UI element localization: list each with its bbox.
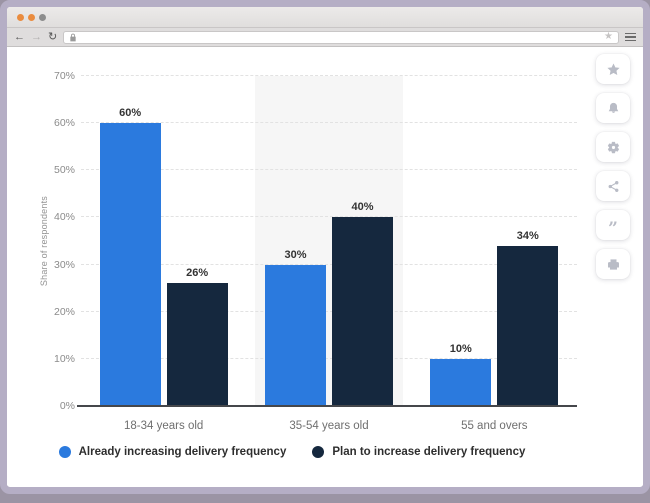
lock-icon — [69, 33, 77, 42]
category-group-3: 10% 34% 55 and overs — [412, 76, 577, 432]
category-group-1: 60% 26% 18-34 years old — [81, 76, 246, 432]
back-button[interactable]: ← — [14, 30, 25, 43]
bar-value-label: 60% — [119, 107, 142, 120]
gridline-30 — [81, 263, 577, 265]
legend-swatch — [312, 446, 325, 458]
action-sidebar: ” — [596, 54, 630, 279]
cite-button[interactable]: ” — [596, 210, 630, 240]
legend-item-2[interactable]: Plan to increase delivery frequency — [312, 446, 525, 458]
x-category-label-2: 35-54 years old — [289, 420, 369, 432]
browser-titlebar[interactable] — [7, 7, 643, 28]
y-tick-label: 20% — [53, 305, 75, 318]
browser-toolbar: ← → ↻ ★ — [7, 28, 643, 47]
bar-value-label: 40% — [351, 201, 374, 214]
y-tick-label: 10% — [53, 352, 75, 365]
bar-value-label: 30% — [284, 248, 307, 261]
bookmark-star-icon[interactable]: ★ — [604, 31, 613, 42]
category-group-2: 30% 40% 35-54 years old — [246, 76, 411, 432]
gridline-10 — [81, 357, 577, 359]
gridline-20 — [81, 310, 577, 312]
settings-button[interactable] — [596, 132, 630, 162]
menu-icon[interactable] — [625, 32, 636, 42]
bar-series2-cat1[interactable]: 26% — [166, 267, 228, 406]
bar-value-label: 26% — [186, 267, 209, 280]
x-category-label-3: 55 and overs — [461, 420, 528, 432]
y-tick-label: 30% — [53, 258, 75, 271]
bar-series1-cat2[interactable]: 30% — [264, 249, 326, 406]
share-icon — [607, 180, 620, 193]
y-tick-label: 0% — [59, 400, 75, 412]
legend-swatch — [58, 446, 71, 458]
gridline-40 — [81, 216, 577, 218]
url-bar[interactable]: ★ — [63, 30, 619, 44]
bar-value-label: 34% — [516, 229, 539, 242]
chart-legend: Already increasing delivery frequency Pla… — [7, 446, 577, 458]
forward-button[interactable]: → — [31, 30, 42, 43]
refresh-button[interactable]: ↻ — [48, 30, 58, 43]
share-button[interactable] — [596, 171, 630, 201]
y-tick-label: 40% — [53, 211, 75, 224]
gridline-60 — [81, 122, 577, 124]
traffic-light-dot-3[interactable] — [39, 13, 46, 21]
bar-series1-cat1[interactable]: 60% — [99, 107, 161, 406]
y-tick-label: 60% — [53, 117, 75, 130]
bell-icon — [607, 102, 620, 115]
x-axis-line — [77, 405, 577, 407]
notifications-button[interactable] — [596, 93, 630, 123]
quote-icon: ” — [608, 219, 618, 239]
traffic-light-dot-2[interactable] — [28, 13, 35, 21]
gridline-70 — [81, 75, 577, 76]
legend-label: Plan to increase delivery frequency — [332, 446, 526, 458]
print-button[interactable] — [596, 249, 630, 279]
plot-area: 60% 26% 18-34 years old 30% 40% 35-54 years o… — [77, 75, 577, 432]
page-content: Share of respondents 0% 10% 20% 30% 40% 50% 60… — [7, 47, 643, 486]
url-input[interactable] — [81, 31, 601, 43]
bar-series2-cat3[interactable]: 34% — [497, 230, 559, 406]
gridline-50 — [81, 169, 577, 171]
printer-icon — [607, 258, 620, 271]
legend-label: Already increasing delivery frequency — [78, 446, 287, 458]
x-category-label-1: 18-34 years old — [124, 420, 204, 432]
bar-value-label: 10% — [449, 342, 472, 355]
favorite-button[interactable] — [596, 54, 630, 84]
bar-series2-cat2[interactable]: 40% — [331, 201, 393, 406]
gear-icon — [607, 141, 620, 154]
star-icon — [606, 62, 620, 76]
y-axis-ticks: 0% 10% 20% 30% 40% 50% 60% 70% — [7, 71, 75, 412]
y-tick-label: 50% — [53, 164, 75, 177]
y-tick-label: 70% — [53, 70, 75, 82]
legend-item-1[interactable]: Already increasing delivery frequency — [58, 446, 287, 458]
bar-series1-cat3[interactable]: 10% — [430, 343, 492, 406]
traffic-light-dot-1[interactable] — [17, 13, 24, 21]
